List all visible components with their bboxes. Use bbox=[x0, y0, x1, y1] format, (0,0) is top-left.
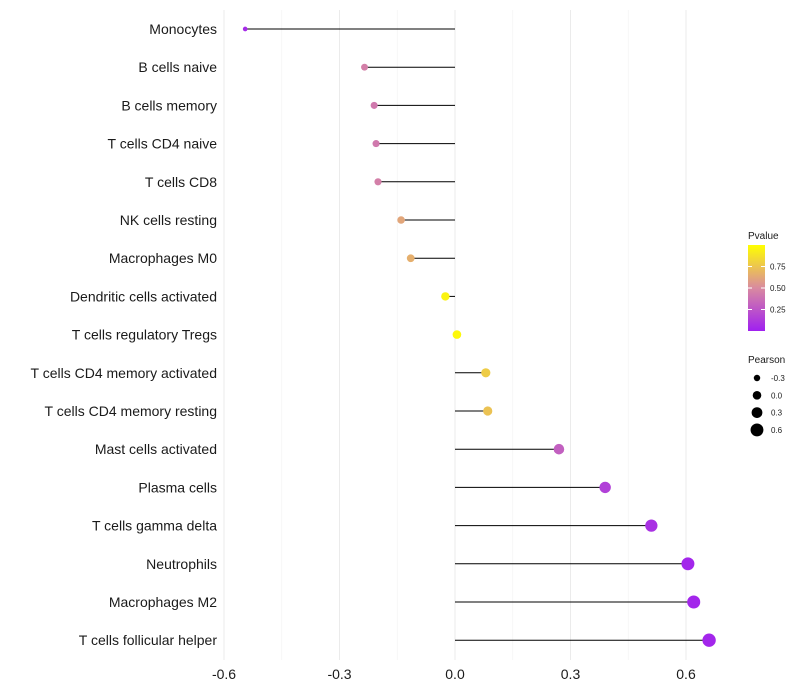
data-point bbox=[452, 330, 462, 339]
y-tick-label: T cells CD4 naive bbox=[108, 136, 218, 152]
data-point bbox=[681, 557, 695, 571]
y-tick-label: T cells CD4 memory activated bbox=[31, 365, 217, 381]
x-tick-label: 0.0 bbox=[445, 666, 465, 682]
data-point bbox=[599, 481, 611, 494]
size-legend-label: 0.3 bbox=[771, 409, 783, 418]
x-tick-label: -0.3 bbox=[327, 666, 351, 682]
size-legend-point bbox=[753, 374, 761, 382]
pvalue-colorbar bbox=[748, 245, 765, 331]
data-point bbox=[361, 63, 368, 71]
x-tick-label: 0.3 bbox=[561, 666, 581, 682]
colorbar-tick-label: 0.50 bbox=[770, 284, 786, 293]
y-tick-label: Dendritic cells activated bbox=[70, 288, 217, 304]
points bbox=[242, 26, 716, 647]
pvalue-legend-title: Pvalue bbox=[748, 231, 779, 242]
data-point bbox=[483, 406, 493, 416]
x-tick-label: 0.6 bbox=[676, 666, 696, 682]
y-tick-label: T cells CD4 memory resting bbox=[45, 403, 217, 419]
y-tick-labels: Monocytes B cells naive B cells memory T ce… bbox=[31, 21, 218, 648]
size-legend-point bbox=[750, 423, 764, 437]
y-tick-label: T cells regulatory Tregs bbox=[72, 327, 217, 343]
y-tick-label: Monocytes bbox=[149, 21, 217, 37]
y-tick-label: B cells memory bbox=[121, 97, 217, 113]
data-point bbox=[687, 595, 701, 609]
data-point bbox=[372, 140, 380, 148]
y-tick-label: T cells gamma delta bbox=[92, 518, 217, 534]
data-point bbox=[370, 101, 378, 109]
size-legend-point bbox=[751, 407, 763, 418]
stems bbox=[245, 28, 710, 641]
pearson-legend-title: Pearson bbox=[748, 355, 785, 366]
x-tick-labels: -0.6 -0.3 0.0 0.3 0.6 bbox=[212, 666, 696, 682]
y-tick-label: Macrophages M0 bbox=[109, 250, 217, 266]
y-tick-label: T cells follicular helper bbox=[79, 632, 218, 648]
data-point bbox=[645, 519, 658, 532]
y-tick-label: NK cells resting bbox=[120, 212, 217, 228]
y-tick-label: Neutrophils bbox=[146, 556, 217, 572]
y-tick-label: B cells naive bbox=[138, 59, 217, 75]
data-point bbox=[441, 292, 450, 301]
data-point bbox=[397, 216, 405, 224]
y-tick-label: Plasma cells bbox=[138, 479, 217, 495]
size-legend-label: 0.6 bbox=[771, 426, 783, 435]
data-point bbox=[242, 26, 248, 32]
pearson-legend: Pearson -0.3 0.0 0.3 0.6 bbox=[748, 355, 785, 437]
data-point bbox=[374, 178, 382, 186]
data-point bbox=[481, 368, 491, 378]
data-point bbox=[406, 254, 415, 263]
y-tick-label: Mast cells activated bbox=[95, 441, 217, 457]
size-legend-label: 0.0 bbox=[771, 391, 783, 400]
colorbar-tick-label: 0.25 bbox=[770, 306, 786, 315]
size-legend-label: -0.3 bbox=[771, 374, 785, 383]
data-point bbox=[702, 633, 716, 647]
pvalue-legend: Pvalue 0.75 0.50 0.25 bbox=[748, 231, 786, 331]
x-tick-label: -0.6 bbox=[212, 666, 236, 682]
y-tick-label: T cells CD8 bbox=[145, 174, 217, 190]
colorbar-tick-label: 0.75 bbox=[770, 263, 786, 272]
y-tick-label: Macrophages M2 bbox=[109, 594, 217, 610]
data-point bbox=[553, 443, 565, 455]
size-legend-point bbox=[752, 391, 762, 400]
